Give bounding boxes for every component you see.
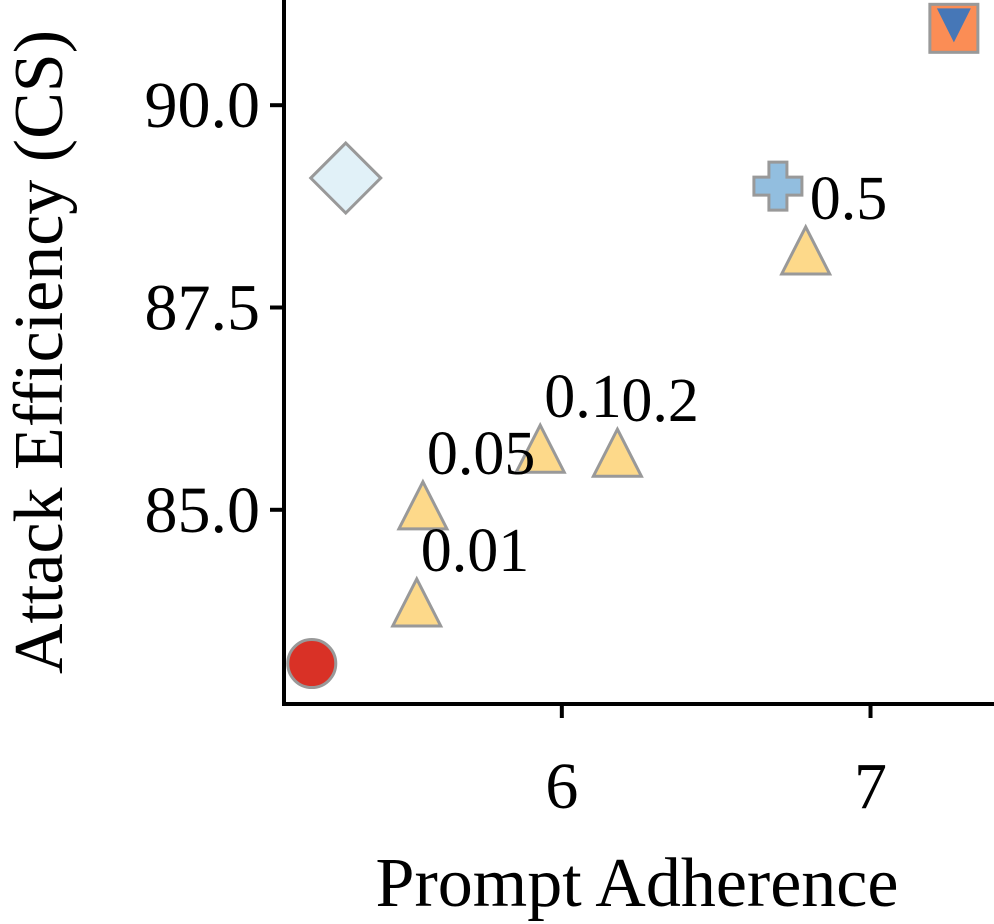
point-label-3: 0.01 xyxy=(421,517,530,585)
point-label-5: 0.1 xyxy=(544,363,622,431)
y-tick-label-0: 85.0 xyxy=(145,474,261,547)
point-label-4: 0.05 xyxy=(427,420,536,488)
y-tick-label-1: 87.5 xyxy=(145,271,261,344)
point-triangle-4 xyxy=(396,478,450,531)
y-tick-label-2: 90.0 xyxy=(145,69,261,142)
point-label-6: 0.2 xyxy=(621,367,699,435)
marks-layer xyxy=(286,2,980,690)
point-plus-2 xyxy=(752,160,804,212)
point-diamond-1 xyxy=(308,140,383,216)
point-triangle-6 xyxy=(590,425,644,478)
point-triangle-5 xyxy=(513,421,567,474)
point-triangle-3 xyxy=(390,575,444,628)
point-triangle-down-9 xyxy=(936,8,971,43)
y-axis-title: Attack Efficiency (CS) xyxy=(1,30,78,674)
point-label-7: 0.5 xyxy=(810,165,888,233)
x-axis-title: Prompt Adherence xyxy=(376,845,899,922)
labels-layer: 0.01 0.050.1 0.2 0.5 xyxy=(421,165,887,585)
point-circle-0 xyxy=(286,638,338,690)
x-tick-label-0: 6 xyxy=(545,750,578,823)
point-triangle-7 xyxy=(779,223,833,276)
ticks-layer: 6 7 85.0 87.5 90.0 xyxy=(145,69,888,823)
x-tick-label-1: 7 xyxy=(854,750,887,823)
